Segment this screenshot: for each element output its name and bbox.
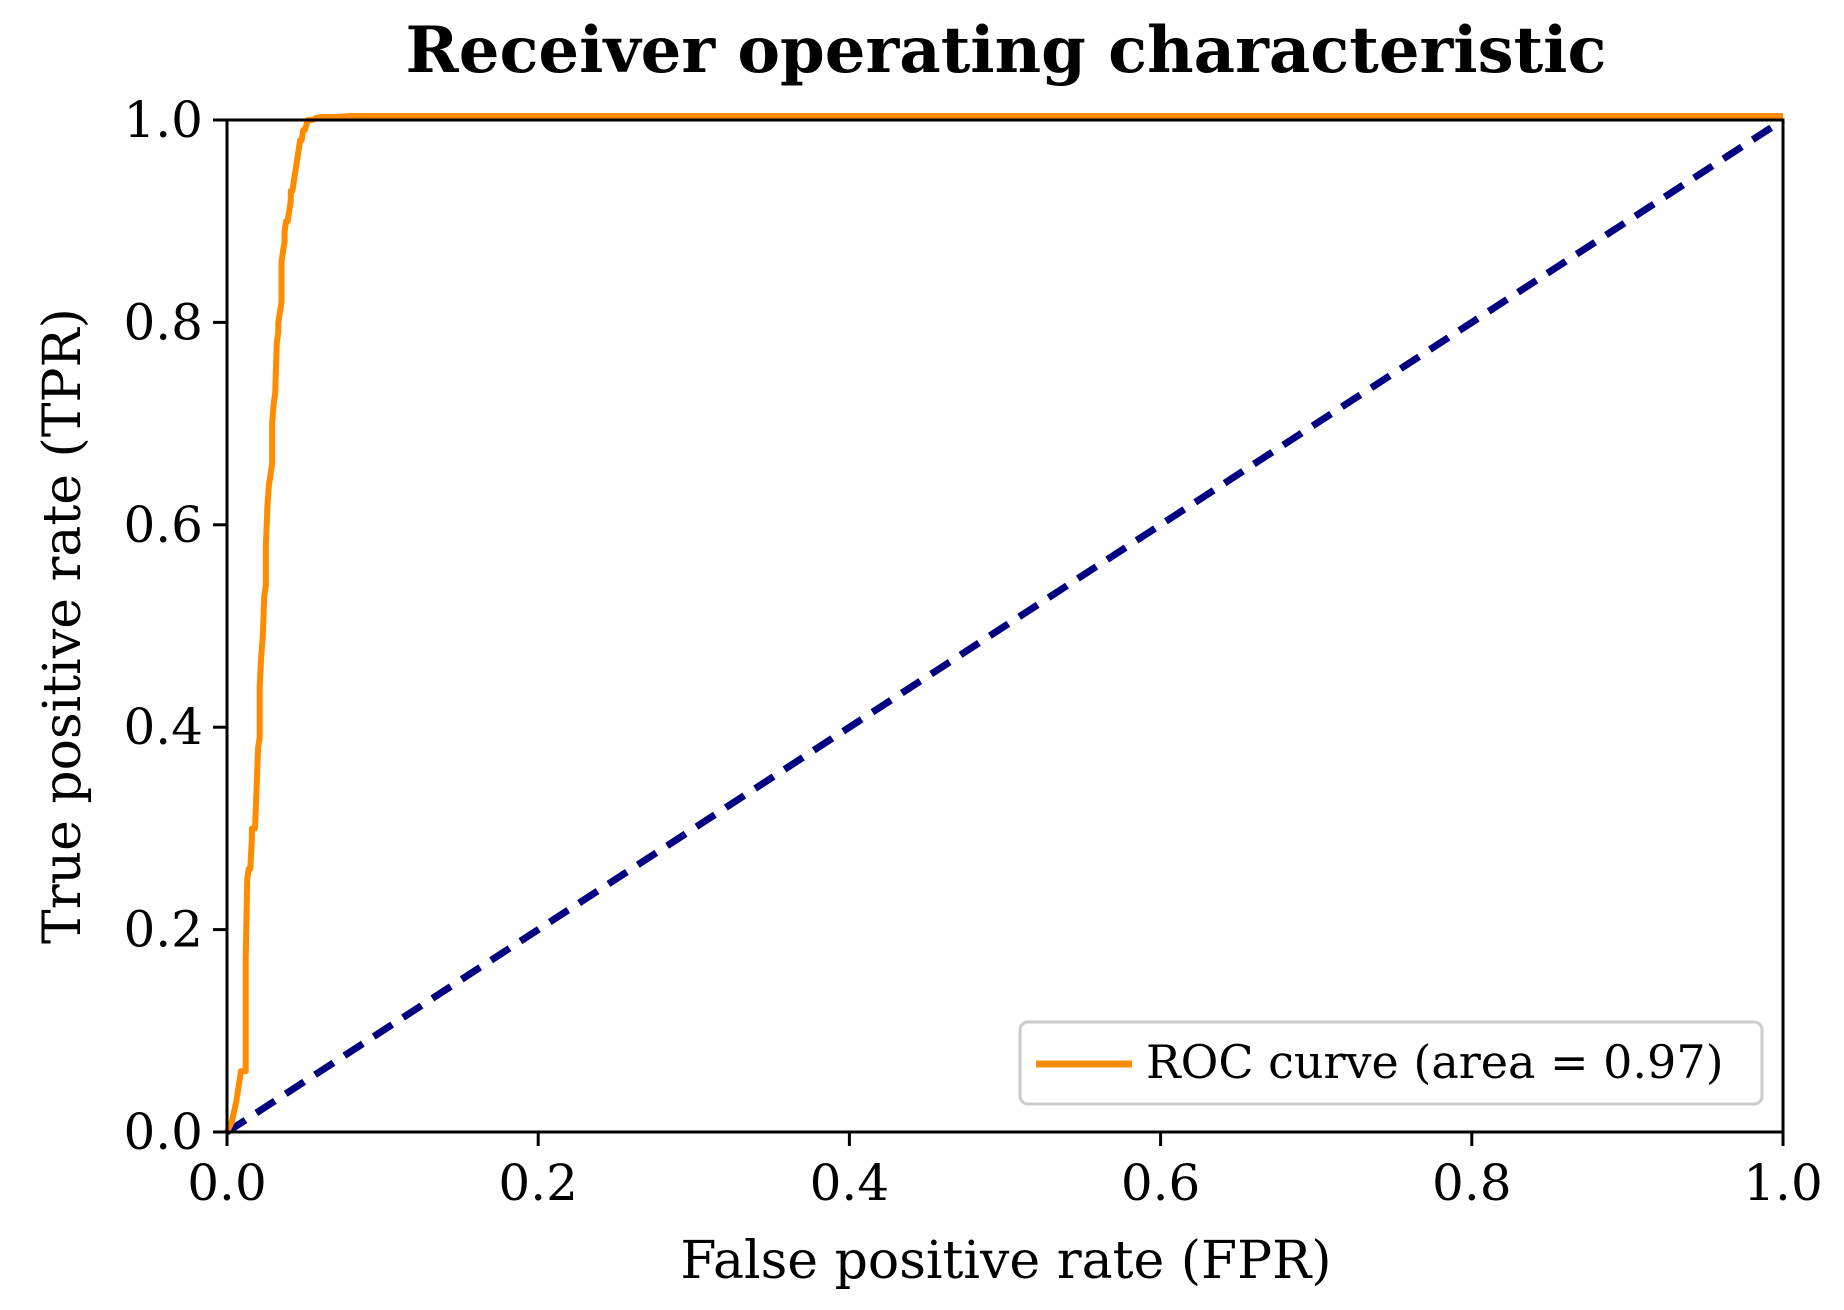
x-tick-label: 0.2 — [498, 1154, 578, 1212]
x-tick-label: 0.0 — [187, 1154, 267, 1212]
chart-title: Receiver operating characteristic — [406, 13, 1607, 88]
legend: ROC curve (area = 0.97) — [1018, 1020, 1764, 1106]
tick-layer: 0.0 0.2 0.4 0.6 0.8 1.0 0.0 0.2 0.4 0.6 0.8 1.0 — [123, 91, 1822, 1212]
x-tick-label: 0.6 — [1121, 1154, 1201, 1212]
x-axis-label: False positive rate (FPR) — [680, 1231, 1331, 1291]
legend-box — [1018, 1020, 1764, 1106]
x-tick-label: 0.4 — [810, 1154, 890, 1212]
y-tick-label: 0.2 — [123, 901, 203, 959]
plot-frame — [225, 118, 1785, 1134]
y-tick-label: 0.4 — [123, 698, 203, 756]
y-axis-label: True positive rate (TPR) — [33, 308, 93, 944]
x-tick-label: 0.8 — [1432, 1154, 1512, 1212]
legend-label-roc: ROC curve (area = 0.97) — [1146, 1035, 1724, 1089]
y-tick-label: 1.0 — [123, 91, 203, 149]
x-tick-label: 1.0 — [1743, 1154, 1823, 1212]
chance-line — [225, 117, 1785, 1135]
y-tick-label: 0.8 — [123, 293, 203, 351]
y-tick-label: 0.6 — [123, 496, 203, 554]
y-tick-label: 0.0 — [123, 1103, 203, 1161]
